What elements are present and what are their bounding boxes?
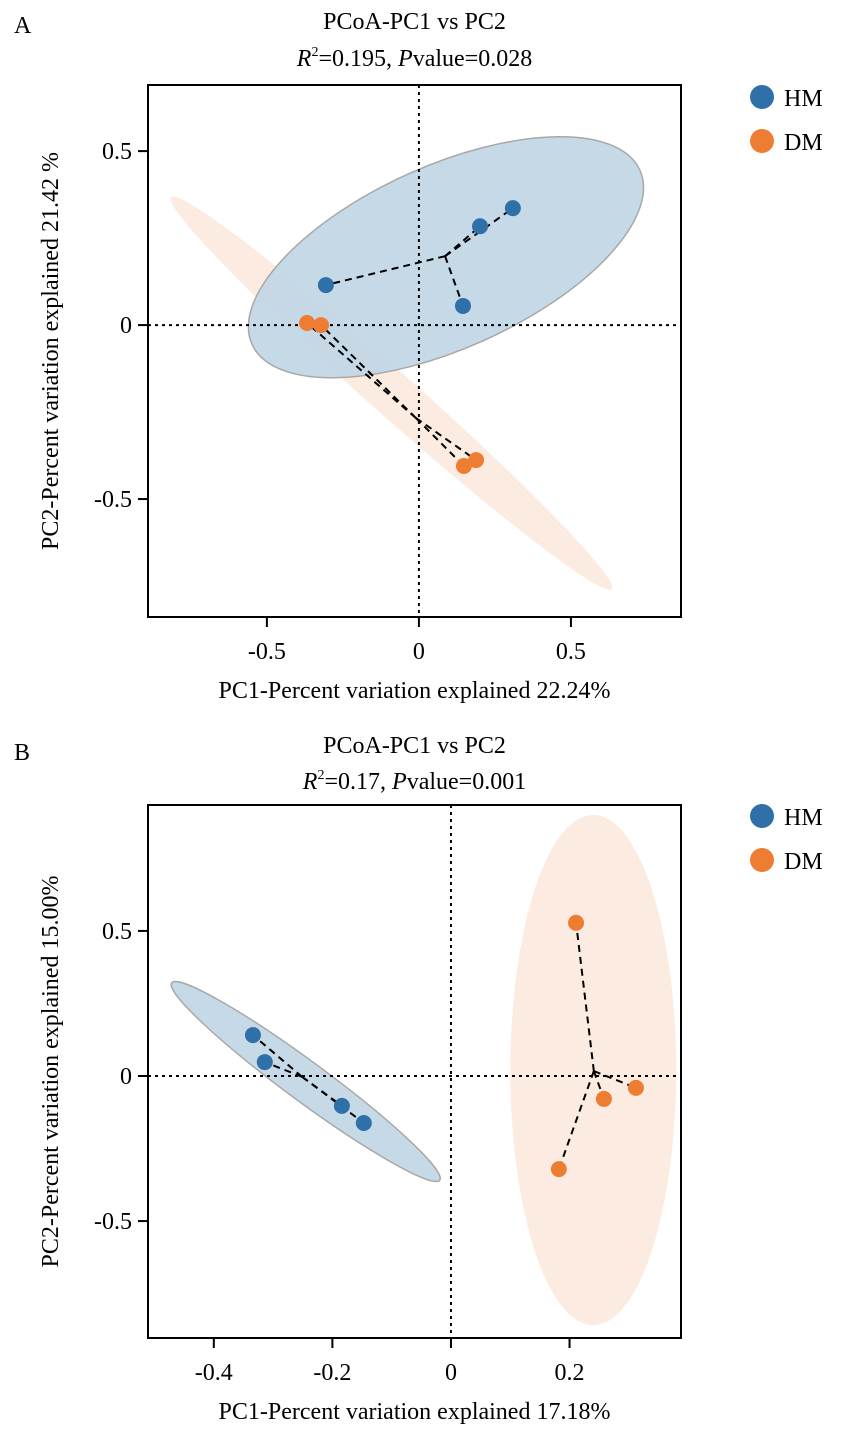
data-point-dm	[595, 1090, 612, 1107]
subtitle-r-sup: 2	[317, 768, 324, 783]
data-point-hm	[504, 200, 521, 217]
legend-label-dm: DM	[784, 130, 823, 156]
spider-line-hm	[444, 255, 464, 307]
spider-line-dm	[415, 417, 477, 461]
subtitle-p-value: value=0.001	[407, 769, 527, 795]
data-point-dm	[568, 914, 585, 931]
legend-label-dm: DM	[784, 849, 823, 875]
plot-area	[148, 85, 681, 617]
spider-line-dm	[575, 922, 595, 1072]
x-tick-label: 0	[445, 1360, 457, 1386]
subtitle-p-value: value=0.028	[413, 46, 533, 72]
data-point-dm	[550, 1161, 567, 1178]
plot-frame	[147, 804, 682, 1339]
legend-label-hm: HM	[784, 805, 823, 831]
spider-line-dm	[320, 324, 417, 419]
data-point-hm	[333, 1097, 350, 1114]
subtitle-r-value: =0.17,	[324, 769, 392, 795]
data-point-hm	[244, 1027, 261, 1044]
legend-marker-dm	[750, 129, 774, 153]
y-axis-label: PC2-Percent variation explained 15.00%	[38, 876, 64, 1268]
subtitle-r-value: =0.195,	[318, 46, 398, 72]
spider-line-hm	[252, 1034, 303, 1078]
data-point-dm	[468, 452, 485, 469]
spider-line-hm	[301, 1076, 365, 1124]
chart-title: PCoA-PC1 vs PC2	[323, 733, 506, 759]
chart-panel-a: A PCoA-PC1 vs PC2 R2=0.195, Pvalue=0.028 0.…	[14, 9, 823, 704]
subtitle-p-label: P	[397, 46, 413, 72]
data-point-dm	[299, 314, 316, 331]
x-tick-label: -0.4	[195, 1360, 233, 1386]
spider-line-hm	[264, 1061, 303, 1078]
y-tick-label: -0.5	[94, 1209, 132, 1235]
subtitle-r-sup: 2	[311, 45, 318, 60]
y-tick-label: -0.5	[94, 487, 132, 513]
panel-label: A	[14, 13, 32, 39]
y-tick-label: 0	[120, 313, 132, 339]
plot-frame	[147, 84, 682, 618]
x-tick-label: 0	[413, 639, 425, 665]
chart-title: PCoA-PC1 vs PC2	[323, 9, 506, 35]
data-point-hm	[454, 297, 471, 314]
data-point-hm	[472, 218, 489, 235]
y-tick-label: 0.5	[102, 919, 132, 945]
x-tick-label: 0.5	[556, 639, 586, 665]
legend-label-hm: HM	[784, 86, 823, 112]
data-point-hm	[355, 1115, 372, 1132]
y-axis-label: PC2-Percent variation explained 21.42 %	[38, 152, 64, 550]
data-point-dm	[455, 457, 472, 474]
legend-marker-hm	[750, 85, 774, 109]
panel-label: B	[14, 740, 30, 766]
subtitle-p-label: P	[391, 769, 407, 795]
x-tick-label: 0.2	[555, 1360, 585, 1386]
data-point-dm	[627, 1079, 644, 1096]
chart-subtitle: R2=0.17, Pvalue=0.001	[302, 768, 526, 795]
data-point-dm	[313, 317, 330, 334]
x-tick-label: -0.5	[248, 639, 286, 665]
spider-line-dm	[306, 322, 417, 419]
data-point-hm	[317, 277, 334, 294]
y-tick-label: 0.5	[102, 139, 132, 165]
subtitle-r-label: R	[296, 46, 312, 72]
subtitle-r-label: R	[302, 769, 318, 795]
legend-marker-dm	[750, 848, 774, 872]
plot-area	[148, 805, 681, 1338]
data-point-hm	[256, 1054, 273, 1071]
x-axis-label: PC1-Percent variation explained 17.18%	[219, 1399, 611, 1425]
x-axis-label: PC1-Percent variation explained 22.24%	[219, 678, 611, 704]
legend-marker-hm	[750, 804, 774, 828]
x-tick-label: -0.2	[313, 1360, 351, 1386]
confidence-ellipse-hm	[170, 980, 441, 1183]
chart-subtitle: R2=0.195, Pvalue=0.028	[296, 45, 532, 72]
spider-line-hm	[325, 255, 446, 287]
y-tick-label: 0	[120, 1064, 132, 1090]
spider-line-dm	[557, 1070, 595, 1170]
